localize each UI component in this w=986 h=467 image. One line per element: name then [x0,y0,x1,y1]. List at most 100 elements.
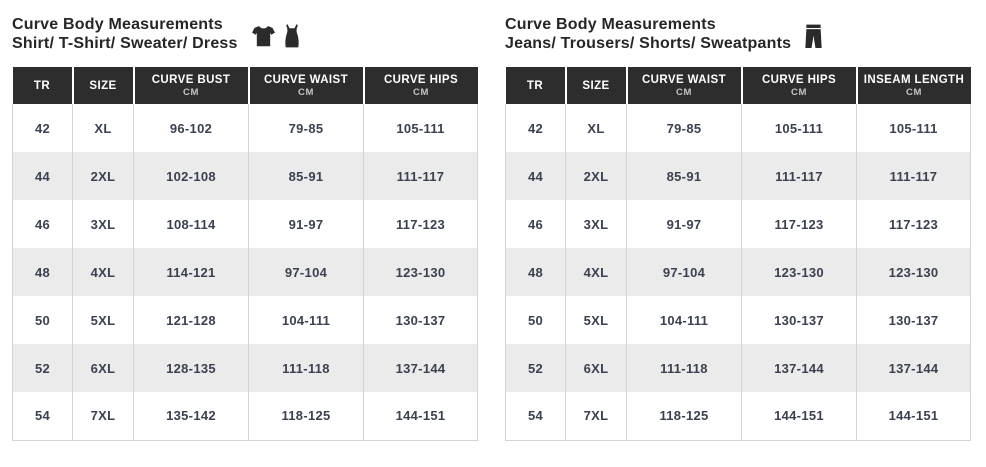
table-cell: 117-123 [856,200,971,248]
table-cell: 2XL [72,152,134,200]
table-cell: 137-144 [741,344,857,392]
table-cell: 111-117 [741,152,857,200]
bottoms-title-row: Curve Body Measurements Jeans/ Trousers/… [505,14,970,54]
table-cell: 135-142 [133,392,249,441]
column-label: CURVE BUST [151,73,231,86]
bottoms-icons [805,24,822,49]
table-cell: 4XL [565,248,627,296]
table-row: 42 XL 96-102 79-85 105-111 [12,104,478,152]
header-cell: TR [12,67,73,104]
table-cell: 97-104 [248,248,364,296]
table-cell: 104-111 [626,296,742,344]
column-label: CURVE HIPS [761,73,837,86]
table-cell: 85-91 [626,152,742,200]
table-cell: 50 [12,296,73,344]
column-label: INSEAM LENGTH [863,73,965,86]
table-row: 52 6XL 128-135 111-118 137-144 [12,344,478,392]
table-cell: 144-151 [363,392,478,441]
table-cell: 79-85 [626,104,742,152]
table-row: 52 6XL 111-118 137-144 137-144 [505,344,971,392]
table-cell: 105-111 [363,104,478,152]
header-cell: CURVE HIPS CM [362,67,478,104]
table-cell: XL [565,104,627,152]
bottoms-chart-title: Curve Body Measurements Jeans/ Trousers/… [505,15,791,53]
header-cell: SIZE [71,67,134,104]
header-cell: CURVE BUST CM [132,67,249,104]
table-row: 42 XL 79-85 105-111 105-111 [505,104,971,152]
table-cell: 130-137 [741,296,857,344]
table-row: 54 7XL 118-125 144-151 144-151 [505,392,971,441]
header-cell: SIZE [564,67,627,104]
column-label: CURVE HIPS [383,73,459,86]
table-cell: 3XL [72,200,134,248]
table-row: 44 2XL 102-108 85-91 111-117 [12,152,478,200]
table-cell: 42 [12,104,73,152]
table-cell: 111-118 [626,344,742,392]
table-cell: 117-123 [363,200,478,248]
header-row: TR SIZE CURVE WAIST CM CURVE HIPS CM INSEAM LE… [505,67,971,104]
tops-title-row: Curve Body Measurements Shirt/ T-Shirt/ … [12,14,477,54]
bottoms-size-table: TR SIZE CURVE WAIST CM CURVE HIPS CM INSEAM LE… [505,67,971,441]
tops-title-line2: Shirt/ T-Shirt/ Sweater/ Dress [12,35,238,52]
tops-title-line1: Curve Body Measurements [12,16,223,33]
table-cell: 128-135 [133,344,249,392]
bottoms-size-chart-panel: Curve Body Measurements Jeans/ Trousers/… [505,14,971,441]
table-cell: 144-151 [741,392,857,441]
column-label: CURVE WAIST [641,73,727,86]
table-row: 50 5XL 121-128 104-111 130-137 [12,296,478,344]
table-cell: 114-121 [133,248,249,296]
table-row: 50 5XL 104-111 130-137 130-137 [505,296,971,344]
column-unit-label: CM [298,86,314,98]
column-label: SIZE [89,79,117,92]
table-cell: 54 [12,392,73,441]
table-cell: 7XL [72,392,134,441]
header-cell: CURVE WAIST CM [247,67,364,104]
table-cell: 111-117 [856,152,971,200]
column-unit-label: CM [906,86,922,98]
table-cell: 117-123 [741,200,857,248]
table-cell: 118-125 [248,392,364,441]
header-cell: CURVE WAIST CM [625,67,742,104]
tops-size-chart-panel: Curve Body Measurements Shirt/ T-Shirt/ … [12,14,478,441]
table-row: 48 4XL 114-121 97-104 123-130 [12,248,478,296]
table-cell: 144-151 [856,392,971,441]
table-cell: 5XL [72,296,134,344]
table-cell: 48 [12,248,73,296]
tops-icons [251,24,300,48]
table-cell: 54 [505,392,566,441]
table-cell: 105-111 [856,104,971,152]
table-cell: 48 [505,248,566,296]
header-cell: TR [505,67,566,104]
column-label: TR [33,79,51,92]
table-cell: 111-117 [363,152,478,200]
table-cell: 123-130 [856,248,971,296]
table-cell: 7XL [565,392,627,441]
size-charts-container: Curve Body Measurements Shirt/ T-Shirt/ … [12,14,971,441]
bottoms-title-line2: Jeans/ Trousers/ Shorts/ Sweatpants [505,35,792,52]
column-label: CURVE WAIST [263,73,349,86]
table-cell: 96-102 [133,104,249,152]
tops-chart-title: Curve Body Measurements Shirt/ T-Shirt/ … [12,15,238,53]
column-label: SIZE [582,79,610,92]
table-cell: 6XL [565,344,627,392]
table-cell: 44 [505,152,566,200]
table-cell: 121-128 [133,296,249,344]
table-cell: 108-114 [133,200,249,248]
column-label: TR [526,79,544,92]
table-cell: 91-97 [248,200,364,248]
column-unit-label: CM [791,86,807,98]
table-cell: 123-130 [363,248,478,296]
table-cell: 5XL [565,296,627,344]
tshirt-icon [251,25,275,47]
table-cell: 130-137 [363,296,478,344]
table-row: 44 2XL 85-91 111-117 111-117 [505,152,971,200]
table-cell: 137-144 [856,344,971,392]
bottoms-title-line1: Curve Body Measurements [505,16,716,33]
table-cell: 91-97 [626,200,742,248]
table-cell: 130-137 [856,296,971,344]
column-unit-label: CM [676,86,692,98]
pants-icon [805,24,822,49]
table-cell: 46 [505,200,566,248]
table-cell: 111-118 [248,344,364,392]
table-row: 46 3XL 91-97 117-123 117-123 [505,200,971,248]
